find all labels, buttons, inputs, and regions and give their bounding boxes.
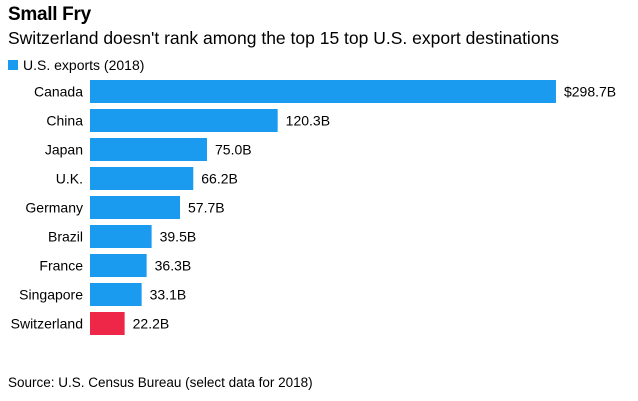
value-label-china: 120.3B xyxy=(286,113,330,129)
category-label-germany: Germany xyxy=(25,200,83,216)
category-label-u-k: U.K. xyxy=(56,171,83,187)
value-label-germany: 57.7B xyxy=(188,200,225,216)
value-label-canada: $298.7B xyxy=(564,84,616,100)
category-label-china: China xyxy=(46,113,83,129)
legend-swatch xyxy=(8,60,18,70)
value-label-france: 36.3B xyxy=(155,258,192,274)
bar-switzerland xyxy=(90,312,125,335)
legend: U.S. exports (2018) xyxy=(8,55,144,75)
bar-u-k xyxy=(90,167,194,190)
category-label-japan: Japan xyxy=(45,142,83,158)
bar-canada xyxy=(90,80,556,103)
bar-france xyxy=(90,254,147,277)
source-note: Source: U.S. Census Bureau (select data … xyxy=(8,375,313,390)
category-label-canada: Canada xyxy=(34,84,83,100)
bar-chart: Canada $298.7B China 120.3B Japan 75.0B U.K. 66… xyxy=(11,80,616,335)
value-label-u-k: 66.2B xyxy=(201,171,238,187)
category-label-switzerland: Switzerland xyxy=(11,316,83,332)
value-label-switzerland: 22.2B xyxy=(133,316,170,332)
value-label-brazil: 39.5B xyxy=(160,229,197,245)
bar-brazil xyxy=(90,225,152,248)
bar-japan xyxy=(90,138,207,161)
value-label-singapore: 33.1B xyxy=(150,287,187,303)
category-label-brazil: Brazil xyxy=(48,229,83,245)
chart-title: Small Fry xyxy=(8,4,91,25)
bar-china xyxy=(90,109,278,132)
bar-germany xyxy=(90,196,181,219)
chart-subtitle: Switzerland doesn't rank among the top 1… xyxy=(8,28,560,48)
legend-label: U.S. exports (2018) xyxy=(23,57,145,73)
value-label-japan: 75.0B xyxy=(215,142,252,158)
bar-singapore xyxy=(90,283,142,306)
category-label-singapore: Singapore xyxy=(19,287,83,303)
category-label-france: France xyxy=(39,258,83,274)
